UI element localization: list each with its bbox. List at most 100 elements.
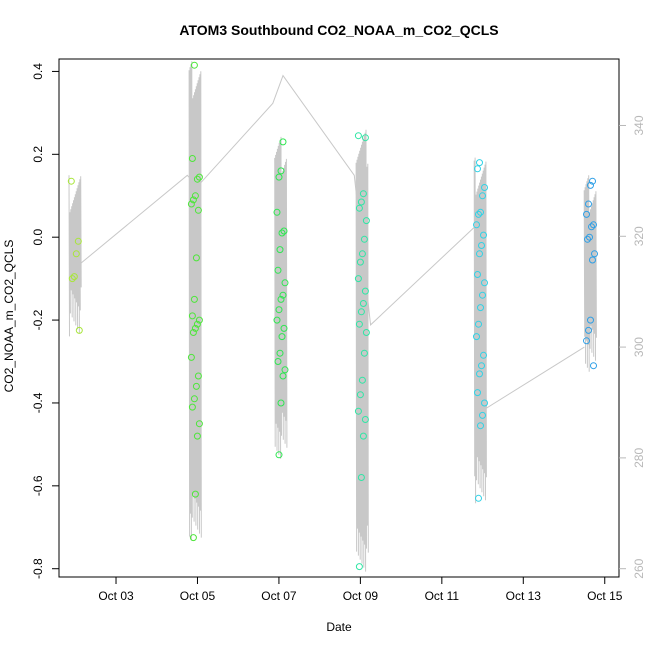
data-point xyxy=(193,432,201,440)
y2-tick-label: 300 xyxy=(632,337,646,357)
data-point xyxy=(480,351,487,359)
data-point xyxy=(281,366,289,374)
x-tick-label: Oct 15 xyxy=(587,589,623,603)
data-point xyxy=(193,175,201,183)
data-point xyxy=(474,271,481,278)
data-point xyxy=(190,395,198,403)
data-point xyxy=(355,320,363,328)
data-point xyxy=(277,399,285,407)
data-point xyxy=(477,304,484,312)
data-point xyxy=(583,210,590,218)
data-point xyxy=(359,190,367,198)
data-point xyxy=(478,242,485,249)
data-point xyxy=(279,291,287,299)
data-point xyxy=(188,155,196,162)
data-point xyxy=(360,349,368,357)
data-point xyxy=(70,273,78,281)
y-axis-label: CO2_NOAA_m_CO2_QCLS xyxy=(2,240,16,393)
y2-trace-1 xyxy=(68,175,82,337)
data-point xyxy=(589,177,596,185)
data-point xyxy=(357,308,365,316)
x-tick-label: Oct 13 xyxy=(506,589,542,603)
data-point xyxy=(275,306,283,314)
data-point xyxy=(74,237,82,245)
data-point xyxy=(277,167,285,175)
data-point xyxy=(189,534,197,542)
data-point xyxy=(190,295,198,303)
data-point xyxy=(277,295,285,303)
data-point xyxy=(591,250,598,258)
y2-tick-label: 260 xyxy=(632,558,646,578)
data-point xyxy=(585,200,592,208)
data-point xyxy=(194,206,202,214)
x-tick-label: Oct 07 xyxy=(261,589,297,603)
data-point xyxy=(188,312,196,320)
data-point xyxy=(477,422,484,430)
x-tick-label: Oct 09 xyxy=(343,589,379,603)
data-point xyxy=(357,474,365,481)
data-point xyxy=(588,223,595,231)
y-tick-label: -0.4 xyxy=(31,392,45,413)
data-point xyxy=(359,300,367,307)
axes-layer: Oct 03 Oct 05 Oct 07 Oct 09 Oct 11 Oct 13 Oct … xyxy=(31,63,646,603)
data-point xyxy=(191,192,199,200)
data-point xyxy=(361,416,369,423)
data-point xyxy=(278,333,286,341)
y2-tick-label: 320 xyxy=(632,226,646,246)
data-point xyxy=(590,362,597,370)
data-point xyxy=(585,326,592,334)
data-point xyxy=(189,196,197,204)
data-point xyxy=(475,494,482,502)
y-tick-label: -0.8 xyxy=(31,558,45,579)
data-point xyxy=(479,411,486,419)
data-point xyxy=(355,204,363,212)
x-tick-label: Oct 03 xyxy=(98,589,134,603)
x-tick-label: Oct 11 xyxy=(425,589,460,603)
data-point xyxy=(274,358,282,365)
y2-tick-label: 340 xyxy=(632,115,646,135)
data-point xyxy=(361,287,369,295)
data-point xyxy=(274,266,282,274)
data-point xyxy=(279,138,287,146)
data-point xyxy=(278,229,286,237)
data-point xyxy=(193,320,201,328)
data-point xyxy=(362,217,370,225)
x-axis-label: Date xyxy=(326,620,352,634)
data-point xyxy=(194,372,202,380)
data-point xyxy=(281,279,289,287)
data-point xyxy=(474,389,481,397)
data-point xyxy=(473,221,480,229)
data-point xyxy=(584,235,591,243)
data-point xyxy=(190,61,198,69)
data-point xyxy=(476,159,483,167)
data-point xyxy=(355,563,363,571)
data-point xyxy=(478,362,485,370)
data-point xyxy=(187,200,195,208)
data-point xyxy=(480,231,487,239)
data-point xyxy=(72,250,80,258)
data-point xyxy=(188,403,196,411)
data-point xyxy=(75,326,83,334)
data-point xyxy=(276,246,284,254)
data-point xyxy=(479,192,486,200)
y-tick-label: 0.4 xyxy=(31,63,45,80)
y2-trace-2 xyxy=(188,61,202,541)
data-point xyxy=(195,173,203,181)
data-point xyxy=(356,391,364,399)
y-tick-label: -0.6 xyxy=(31,475,45,496)
data-point xyxy=(361,134,369,142)
data-point xyxy=(586,233,593,241)
data-point xyxy=(357,198,365,206)
data-point xyxy=(273,208,281,216)
data-point xyxy=(279,372,287,380)
data-point xyxy=(354,275,362,283)
data-point xyxy=(356,258,364,266)
y-tick-label: 0.0 xyxy=(31,229,45,246)
data-point xyxy=(191,324,199,332)
data-point xyxy=(479,291,486,299)
data-point xyxy=(473,333,480,341)
data-point xyxy=(280,324,288,332)
data-point xyxy=(583,337,590,345)
